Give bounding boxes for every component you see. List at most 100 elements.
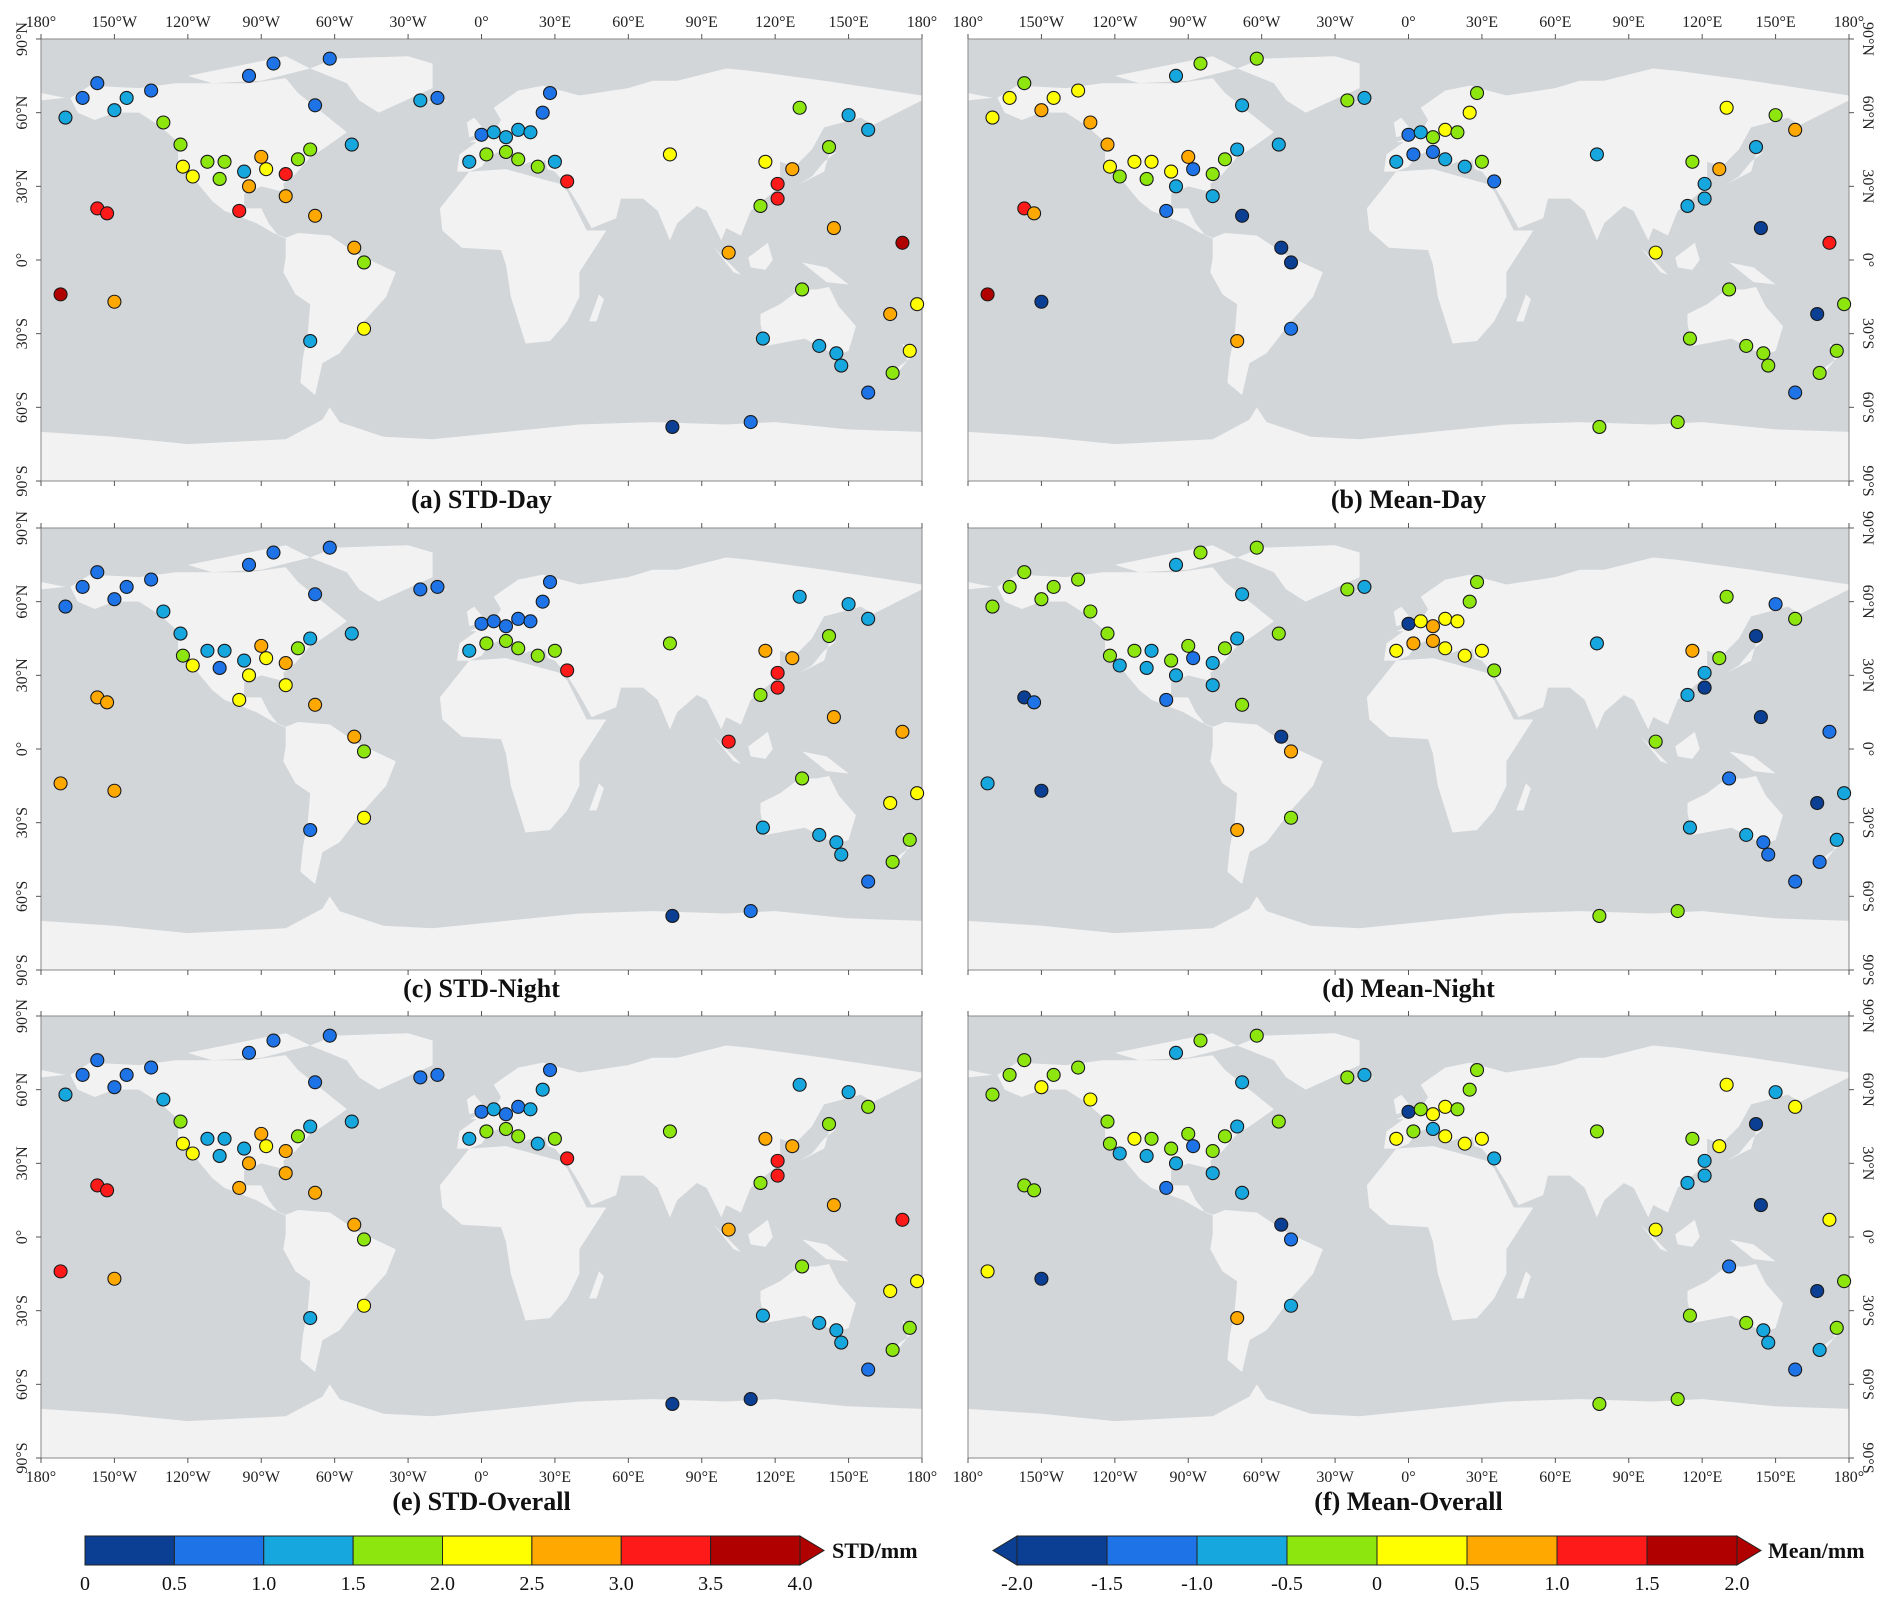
station — [1487, 174, 1502, 189]
station — [303, 1119, 318, 1134]
station — [1401, 1104, 1416, 1119]
station — [259, 162, 274, 177]
station — [1071, 83, 1086, 98]
station — [75, 579, 90, 594]
lon-tick-label: 0° — [474, 1469, 488, 1486]
station — [1401, 127, 1416, 142]
station — [474, 616, 489, 631]
station — [1127, 1131, 1142, 1146]
station — [1205, 167, 1220, 182]
basemap — [968, 1016, 1849, 1458]
map-panel: 180° 150°W 120°W 90°W 60°W 30°W 0° 30°E 60°E 90°E… — [14, 999, 937, 1486]
station — [308, 208, 323, 223]
station — [119, 1067, 134, 1082]
colorbar-bin — [173, 1535, 265, 1566]
station — [792, 589, 807, 604]
station — [1739, 827, 1754, 842]
panel-caption: (e) STD-Overall — [392, 1487, 570, 1516]
station — [1788, 122, 1803, 137]
station — [1193, 56, 1208, 71]
station — [1670, 904, 1685, 919]
station — [1083, 604, 1098, 619]
station — [212, 1148, 227, 1164]
station — [308, 98, 323, 113]
station — [1205, 189, 1220, 204]
station — [1810, 795, 1825, 811]
station — [1457, 648, 1472, 663]
station — [308, 1075, 323, 1090]
station — [344, 137, 359, 152]
station — [1340, 93, 1355, 108]
station — [173, 626, 188, 641]
station — [237, 1141, 252, 1156]
map-panel: 90°S 60°S 30°S 0° 30°N 60°N 90°N — [14, 511, 925, 986]
station — [910, 786, 925, 801]
station — [322, 1028, 337, 1043]
lat-tick-label: 60°N — [1859, 96, 1876, 130]
station — [1168, 179, 1184, 194]
station — [413, 93, 428, 108]
station — [1002, 1067, 1017, 1082]
lon-tick-label: 60°W — [316, 14, 354, 31]
lon-tick-label: 150°E — [828, 14, 868, 31]
station — [665, 1396, 680, 1412]
station — [217, 154, 232, 169]
colorbar-bin — [710, 1535, 801, 1566]
lat-tick-label: 0° — [14, 253, 31, 267]
colorbar-tick-label: 1.0 — [1545, 1573, 1570, 1595]
station — [1283, 321, 1299, 336]
station — [1164, 164, 1179, 179]
station — [980, 776, 995, 791]
lon-tick-label: 180° — [953, 14, 983, 31]
lon-tick-label: 30°E — [539, 1469, 571, 1486]
station — [1697, 1153, 1712, 1168]
station — [278, 678, 293, 693]
station — [985, 1087, 1000, 1102]
colorbar-tick-label: 0 — [80, 1573, 90, 1595]
colorbar-extend — [1736, 1535, 1762, 1566]
station — [523, 125, 538, 140]
station — [1217, 152, 1233, 167]
station — [1164, 653, 1179, 668]
station — [1235, 98, 1250, 113]
station — [1761, 358, 1776, 373]
station — [1181, 149, 1196, 164]
station — [547, 643, 562, 658]
station — [1283, 1232, 1299, 1247]
station — [883, 306, 898, 322]
map-panel: 180° 150°W 120°W 90°W 60°W 30°W 0° 30°E 60°E 90°E… — [953, 14, 1876, 497]
station — [1193, 545, 1208, 560]
station — [1722, 282, 1737, 297]
station — [356, 744, 372, 759]
station — [303, 142, 318, 157]
station — [1205, 678, 1220, 693]
station — [237, 164, 252, 179]
station — [861, 874, 876, 889]
station — [237, 653, 252, 668]
lat-tick-label: 30°N — [1859, 658, 1876, 692]
station — [1389, 643, 1404, 658]
station — [902, 832, 917, 847]
station — [885, 854, 900, 870]
station — [1462, 105, 1477, 120]
station — [1697, 680, 1712, 695]
station — [185, 169, 200, 184]
station — [1159, 203, 1174, 218]
station — [1589, 147, 1604, 162]
station — [812, 338, 827, 353]
station — [1144, 1131, 1159, 1146]
lon-tick-label: 90°E — [1613, 14, 1645, 31]
station — [1002, 579, 1017, 594]
colorbar-tick-label: -0.5 — [1271, 1573, 1303, 1595]
station — [665, 419, 680, 435]
station — [1193, 1033, 1208, 1048]
station — [1217, 641, 1233, 656]
station — [290, 1129, 306, 1144]
lon-tick-label: 150°E — [1755, 1469, 1795, 1486]
station — [254, 149, 269, 164]
station — [1235, 1075, 1250, 1090]
station — [1425, 130, 1441, 145]
lon-tick-label: 180° — [1834, 1469, 1864, 1486]
station — [53, 776, 68, 791]
station — [1235, 208, 1250, 223]
